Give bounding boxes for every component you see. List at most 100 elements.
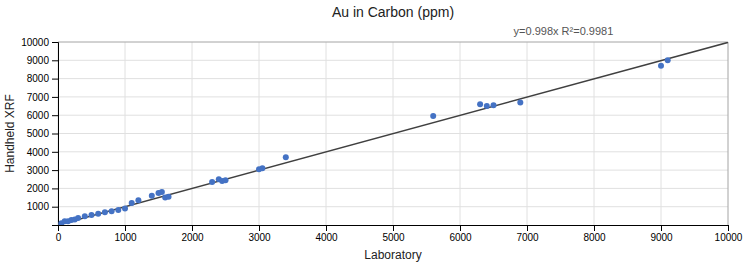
y-tick-mark — [52, 42, 58, 43]
x-tick: 9000 — [650, 225, 673, 243]
y-tick: 8000 — [27, 73, 58, 84]
grid-line-y — [58, 151, 728, 152]
y-tick: 3000 — [27, 165, 58, 176]
scatter-point — [430, 113, 436, 119]
scatter-point — [115, 207, 121, 213]
scatter-point — [89, 212, 95, 218]
x-tick-label: 4000 — [315, 232, 338, 243]
x-tick-label: 6000 — [449, 232, 472, 243]
chart: 0100020003000400050006000700080009000100… — [0, 0, 750, 265]
y-axis-title: Handheld XRF — [3, 94, 17, 173]
y-tick-label: 8000 — [27, 73, 50, 84]
grid-line-x — [728, 42, 729, 225]
x-tick: 7000 — [516, 225, 539, 243]
y-tick-mark — [52, 115, 58, 116]
x-tick: 1000 — [114, 225, 137, 243]
grid-line-y — [58, 188, 728, 189]
y-tick-label: 2000 — [27, 183, 50, 194]
x-tick-label: 2000 — [181, 232, 204, 243]
scatter-point — [149, 193, 155, 199]
scatter-point — [517, 99, 523, 105]
scatter-point — [109, 208, 115, 214]
x-tick: 8000 — [583, 225, 606, 243]
title: Au in Carbon (ppm) — [332, 4, 454, 20]
y-tick-mark — [52, 79, 58, 80]
y-tick: 6000 — [27, 110, 58, 121]
y-tick-mark — [52, 152, 58, 153]
grid-line-y — [58, 115, 728, 116]
y-tick-mark — [52, 207, 58, 208]
x-tick-mark — [527, 225, 528, 231]
scatter-point — [665, 57, 671, 63]
scatter-point — [477, 101, 483, 107]
y-tick-mark — [52, 188, 58, 189]
y-tick-label: 5000 — [27, 128, 50, 139]
x-tick: 2000 — [181, 225, 204, 243]
x-tick-mark — [393, 225, 394, 231]
x-tick-mark — [125, 225, 126, 231]
y-axis-line — [52, 43, 59, 226]
x-tick-mark — [460, 225, 461, 231]
scatter-point — [166, 194, 172, 200]
x-tick-mark — [259, 225, 260, 231]
x-axis: 0 1000 2000 3000 4000 5000 6000 7000 8000 9000 100… — [56, 225, 743, 243]
x-tick: 0 — [56, 225, 62, 243]
y-tick: 1000 — [27, 201, 58, 212]
y-tick-label: 7000 — [27, 92, 50, 103]
y-tick-label: 4000 — [27, 147, 50, 158]
scatter-point — [82, 213, 88, 219]
scatter-point — [491, 102, 497, 108]
scatter-point — [159, 189, 165, 195]
x-axis-line — [59, 226, 729, 232]
y-tick: 2000 — [27, 183, 58, 194]
x-axis-title: Laboratory — [364, 248, 421, 262]
y-tick-label: 10000 — [21, 37, 49, 48]
x-tick: 3000 — [248, 225, 271, 243]
x-tick: 10000 — [715, 225, 743, 243]
scatter-point — [283, 154, 289, 160]
scatter-point — [223, 177, 229, 183]
x-tick: 4000 — [315, 225, 338, 243]
grid-line-y — [58, 60, 728, 61]
y-axis: 1000 2000 3000 4000 5000 6000 7000 8000 9000 1000… — [21, 37, 58, 226]
plot-area: 0100020003000400050006000700080009000100… — [21, 37, 743, 243]
scatter-point — [135, 197, 141, 203]
scatter-point — [259, 165, 265, 171]
y-tick-label: 1000 — [27, 201, 50, 212]
x-tick-mark — [326, 225, 327, 231]
x-tick-mark — [192, 225, 193, 231]
grid-line-y — [58, 78, 728, 79]
scatter-point — [209, 179, 215, 185]
x-tick-mark — [661, 225, 662, 231]
scatter-point — [95, 211, 101, 217]
x-tick: 5000 — [382, 225, 405, 243]
x-tick-label: 9000 — [650, 232, 673, 243]
equation: y=0.998x R²=0.9981 — [514, 25, 614, 37]
x-tick-label: 3000 — [248, 232, 271, 243]
frame — [58, 42, 728, 43]
x-tick-label: 5000 — [382, 232, 405, 243]
x-tick-label: 1000 — [114, 232, 137, 243]
x-tick-mark — [728, 225, 729, 231]
scatter-point — [122, 206, 128, 212]
marks — [58, 42, 728, 225]
frame — [728, 42, 729, 225]
y-tick-label: 9000 — [27, 55, 50, 66]
y-tick: 7000 — [27, 92, 58, 103]
scatter-point — [129, 200, 135, 206]
y-tick-label: 3000 — [27, 165, 50, 176]
grid-line-y — [58, 96, 728, 97]
scatter-point — [484, 103, 490, 109]
scatter-point — [102, 209, 108, 215]
y-tick-mark — [52, 60, 58, 61]
y-tick-mark — [52, 134, 58, 135]
y-tick-label: 6000 — [27, 110, 50, 121]
y-tick: 5000 — [27, 128, 58, 139]
grid-line-y — [58, 206, 728, 207]
x-tick-label: 7000 — [516, 232, 539, 243]
x-tick-label: 10000 — [715, 232, 743, 243]
grid — [58, 42, 728, 225]
x-tick-mark — [594, 225, 595, 231]
x-tick-label: 0 — [56, 232, 62, 243]
scatter-point — [75, 215, 81, 221]
